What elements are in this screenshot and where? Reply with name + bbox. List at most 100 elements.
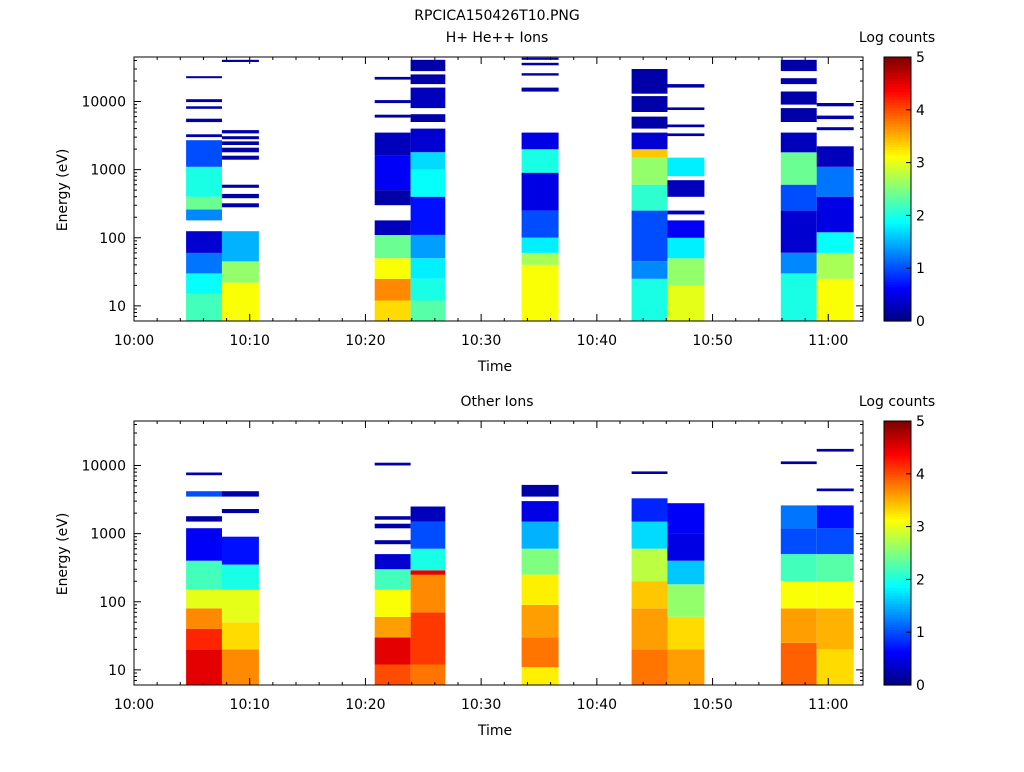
colorbar-segment <box>884 260 911 264</box>
colorbar-segment <box>884 484 911 488</box>
colorbar-segment <box>884 165 911 169</box>
y-axis-label: Energy (eV) <box>55 149 71 232</box>
colorbar-segment <box>884 550 911 554</box>
colorbar-tick-label: 1 <box>916 625 925 641</box>
spectrogram-cell <box>186 118 222 123</box>
colorbar-segment <box>884 616 911 620</box>
colorbar-segment <box>884 516 911 520</box>
colorbar-segment <box>884 682 911 686</box>
colorbar-segment <box>884 152 911 156</box>
colorbar-segment <box>884 489 911 493</box>
figure-title: RPCICA150426T10.PNG <box>414 8 579 24</box>
colorbar-segment <box>884 661 911 665</box>
spectrogram-cell <box>374 220 411 235</box>
colorbar-segment <box>884 255 911 259</box>
colorbar-segment <box>884 476 911 480</box>
colorbar-segment <box>884 505 911 509</box>
spectrogram-cell <box>780 78 817 85</box>
spectrogram-cell <box>521 604 559 638</box>
colorbar-segment <box>884 592 911 596</box>
spectrogram-cell <box>816 196 854 233</box>
spectrogram-cell <box>410 574 446 613</box>
spectrogram-cell <box>410 169 446 197</box>
spectrogram-cell <box>374 554 411 570</box>
panel-title: Other Ions <box>460 394 533 410</box>
y-tick-label: 10 <box>108 663 126 679</box>
spectrogram-cell <box>374 462 411 466</box>
spectrogram-cell <box>631 498 668 522</box>
spectrogram-cell <box>816 649 854 685</box>
colorbar-segment <box>884 144 911 148</box>
spectrogram-cell <box>374 278 411 301</box>
colorbar-segment <box>884 521 911 525</box>
colorbar-segment <box>884 270 911 275</box>
spectrogram-cell <box>667 503 705 534</box>
spectrogram-cell <box>631 116 668 129</box>
colorbar: 0 1 2 3 4 5 <box>883 414 925 694</box>
spectrogram-cell <box>221 203 259 208</box>
colorbar-frame <box>883 420 912 686</box>
spectrogram-cell <box>186 293 222 321</box>
spectrogram-cell <box>221 589 259 623</box>
spectrogram-cell <box>521 149 559 173</box>
colorbar-segment <box>884 57 911 61</box>
colorbar-tick-label: 5 <box>916 50 925 66</box>
colorbar-segment <box>884 650 911 654</box>
colorbar-segment <box>884 268 911 272</box>
spectrogram-cell <box>410 278 446 301</box>
colorbar-segment <box>884 463 911 467</box>
colorbar-segment <box>884 587 911 591</box>
spectrogram-cell <box>780 461 817 465</box>
spectrogram-cell <box>631 149 668 158</box>
colorbar-segment <box>884 613 911 617</box>
colorbar-segment <box>884 284 911 288</box>
spectrogram-cell <box>374 523 411 529</box>
spectrogram-cell <box>816 448 854 452</box>
spectrogram-cell <box>374 637 411 665</box>
colorbar-segment <box>884 223 911 227</box>
colorbar-segment <box>884 531 911 536</box>
plot-frame <box>133 420 864 686</box>
spectrogram-cells <box>186 448 854 685</box>
spectrogram-cell <box>631 649 668 685</box>
colorbar-segment <box>884 80 911 84</box>
x-tick-label: 11:00 <box>808 333 848 349</box>
colorbar-segment <box>884 526 911 530</box>
spectrogram-cell <box>816 554 854 582</box>
colorbar-frame <box>883 56 912 322</box>
spectrogram-cell <box>631 96 668 112</box>
spectrogram-cell <box>410 612 446 665</box>
colorbar-segment <box>884 128 911 132</box>
spectrogram-cell <box>221 491 259 497</box>
spectrogram-cell <box>374 569 411 590</box>
spectrogram-cell <box>186 99 222 103</box>
colorbar-segment <box>884 220 911 224</box>
colorbar-segment <box>884 508 911 512</box>
colorbar-segment <box>884 120 911 124</box>
colorbar-segment <box>884 91 911 95</box>
colorbar-segment <box>884 642 911 646</box>
colorbar-segment <box>884 194 911 198</box>
y-tick-label: 10000 <box>81 459 126 475</box>
colorbar-segment <box>884 93 911 98</box>
x-tick-label: 10:30 <box>461 697 501 713</box>
spectrogram-cell <box>374 516 411 520</box>
colorbar-segment <box>884 257 911 261</box>
x-tick-label: 10:20 <box>345 697 385 713</box>
colorbar: 0 1 2 3 4 5 <box>883 50 925 330</box>
spectrogram-cell <box>410 506 446 522</box>
x-tick-label: 10:20 <box>345 333 385 349</box>
colorbar-segment <box>884 555 911 559</box>
spectrogram-cell <box>221 649 259 685</box>
spectrogram-cell <box>221 59 259 62</box>
colorbar-segment <box>884 479 911 483</box>
colorbar-segment <box>884 117 911 121</box>
spectrogram-cell <box>374 300 411 321</box>
spectrogram-cell <box>780 152 817 185</box>
spectrogram-cell <box>221 184 259 188</box>
spectrogram-cell <box>221 136 259 140</box>
spectrogram-cell <box>631 210 668 262</box>
x-axis-label: Time <box>477 359 512 375</box>
colorbar-segment <box>884 138 911 143</box>
colorbar-segment <box>884 465 911 470</box>
